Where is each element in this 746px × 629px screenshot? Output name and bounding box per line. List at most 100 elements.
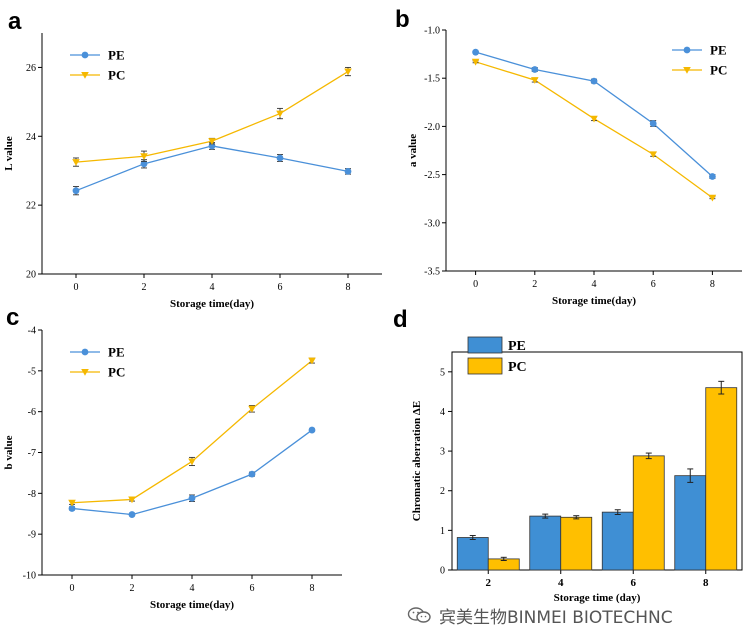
legend-item-pc (70, 72, 100, 79)
data-point-pe (590, 77, 598, 85)
panel-letter-a: a (8, 8, 22, 35)
x-tick-label: 8 (346, 282, 351, 293)
legend-label-pe: PE (108, 48, 125, 63)
data-point-pc (248, 405, 256, 413)
x-tick-label: 2 (486, 577, 492, 589)
x-axis-label: Storage time(day) (150, 599, 234, 611)
legend-swatch-pc (467, 357, 503, 375)
chart-d-chromatic-aberration: 0 1 2 3 4 5 2 4 6 8 Storage time (day) Chromatic ab… (411, 336, 743, 604)
legend-item-pe (70, 348, 100, 356)
x-tick-label: 4 (558, 577, 564, 589)
data-point-pe (248, 470, 256, 478)
panel-letter-d: d (393, 306, 408, 333)
data-point-pc (649, 151, 657, 159)
y-axis-label: L value (3, 136, 15, 171)
y-tick-label: -2.0 (424, 122, 440, 133)
y-tick-label: -2.5 (424, 170, 440, 181)
y-tick-label: -7 (28, 448, 36, 459)
legend-label-pe: PE (710, 43, 727, 58)
x-tick-label: 6 (278, 282, 283, 293)
bar-pe (529, 515, 562, 571)
data-point-pe (472, 48, 479, 56)
y-tick-label: 20 (26, 270, 36, 281)
data-point-pc (708, 194, 717, 202)
x-tick-label: 0 (70, 583, 75, 594)
y-tick-label: 22 (26, 201, 36, 212)
data-point-pe (188, 494, 196, 502)
y-tick-label: -4 (28, 326, 36, 337)
x-tick-label: 6 (631, 577, 637, 589)
data-point-pe (140, 160, 148, 168)
error-bar-pe (542, 513, 549, 519)
error-bar-pc (573, 515, 580, 520)
x-tick-label: 6 (651, 279, 656, 290)
y-tick-label: -5 (28, 366, 36, 377)
data-point-pc (308, 357, 316, 365)
x-axis-label: Storage time(day) (552, 295, 636, 307)
y-tick-label: 24 (26, 132, 36, 143)
data-point-pe (531, 66, 539, 73)
bar-pc (560, 516, 593, 571)
x-axis-label: Storage time (day) (554, 592, 641, 604)
data-point-pc (471, 58, 480, 66)
series-line-pc (71, 360, 313, 504)
error-bar-pc (500, 556, 507, 561)
x-tick-label: 4 (190, 583, 195, 594)
y-tick-label: -8 (28, 489, 36, 500)
bar-pc (705, 387, 738, 571)
y-tick-label: -1.0 (424, 26, 440, 37)
y-tick-label: -3.0 (424, 218, 440, 229)
legend-swatch-pe (467, 336, 503, 354)
data-point-pc (140, 153, 148, 161)
y-axis-label: a value (407, 134, 419, 167)
bar-pe (456, 537, 489, 571)
watermark: 宾美生物BINMEI BIOTECHNC (407, 603, 746, 627)
x-tick-label: 6 (250, 583, 255, 594)
chart-b-a-value: -3.5 -3.0 -2.5 -2.0 -1.5 -1.0 0 2 4 6 8 Storage tim… (407, 26, 742, 307)
x-tick-label: 8 (710, 279, 715, 290)
legend-label-pc: PC (710, 63, 727, 78)
data-point-pc (188, 458, 196, 466)
error-bar-pe (469, 535, 476, 540)
y-tick-label: -3.5 (424, 267, 440, 278)
x-tick-label: 0 (473, 279, 478, 290)
data-point-pc (344, 68, 352, 76)
bar-pe (674, 475, 707, 571)
x-tick-label: 8 (703, 577, 709, 589)
data-point-pc (208, 138, 216, 145)
x-tick-label: 4 (592, 279, 597, 290)
x-tick-label: 4 (210, 282, 215, 293)
x-tick-label: 2 (130, 583, 135, 594)
x-tick-label: 2 (532, 279, 537, 290)
legend-item-pc (70, 369, 100, 376)
data-point-pc (276, 110, 284, 118)
x-axis-label: Storage time(day) (170, 298, 254, 310)
error-bar-pe (687, 468, 694, 483)
data-point-pc (72, 159, 80, 166)
data-point-pe (308, 426, 316, 434)
error-bar-pc (718, 380, 725, 395)
legend-label-pc: PC (108, 365, 125, 380)
y-tick-label: -6 (28, 407, 36, 418)
legend-item-pe (70, 51, 100, 59)
legend-label-pc: PC (508, 360, 527, 375)
y-tick-label: 5 (440, 367, 445, 378)
legend-label-pe: PE (108, 345, 125, 360)
series-line-pe (475, 51, 713, 178)
data-point-pe (709, 173, 716, 180)
data-point-pc (590, 115, 598, 123)
x-tick-label: 2 (142, 282, 147, 293)
plot-frame (451, 351, 743, 571)
y-tick-label: -9 (28, 530, 36, 541)
data-point-pe (72, 187, 80, 195)
data-point-pe (68, 505, 76, 512)
y-tick-label: 1 (440, 526, 445, 537)
y-axis-label: Chromatic aberration ΔE (411, 401, 423, 521)
data-point-pe (649, 120, 657, 127)
data-point-pe (128, 511, 136, 518)
panel-letter-b: b (395, 6, 410, 33)
error-bar-pe (614, 509, 621, 516)
panel-letter-c: c (6, 304, 19, 331)
data-point-pc (531, 77, 539, 84)
